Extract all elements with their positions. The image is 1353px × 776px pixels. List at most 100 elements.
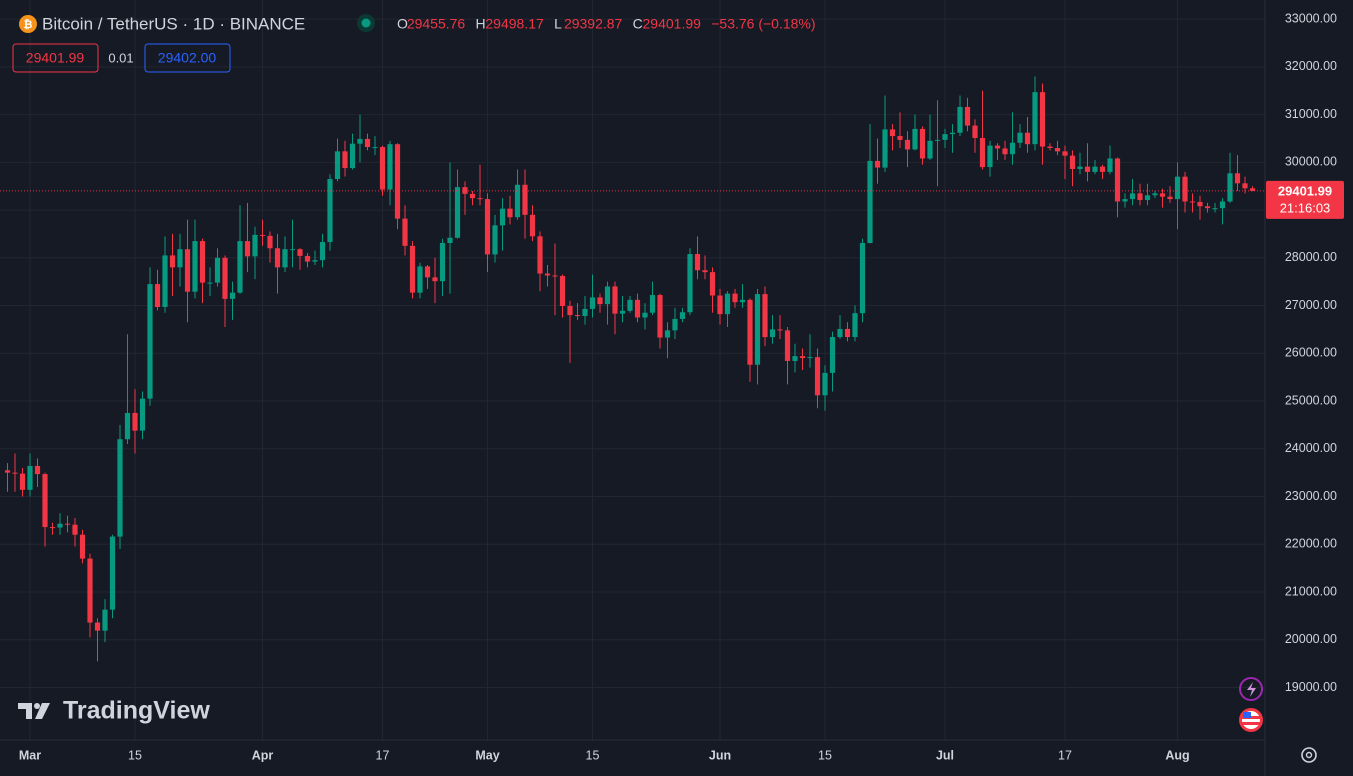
candle-body [604, 286, 611, 305]
candle-body [394, 144, 401, 219]
candle-body [799, 356, 806, 359]
candle-body [469, 193, 476, 199]
candle-body [1084, 166, 1091, 172]
candle-body [139, 398, 146, 431]
x-tick-label: Apr [252, 748, 274, 762]
candle-body [1009, 142, 1016, 155]
candle-body [417, 266, 423, 293]
candle-body [1219, 201, 1226, 209]
candle-body [132, 412, 138, 431]
candle-body [514, 184, 521, 218]
ohlc-key: O [397, 16, 408, 32]
candle-body [199, 241, 206, 283]
candle-body [1197, 201, 1203, 207]
candle-body [1069, 155, 1076, 170]
candle-body [1099, 166, 1106, 172]
candle-body [559, 275, 566, 307]
candle-body [312, 260, 318, 262]
candle-body [612, 286, 618, 314]
brand-logo: TradingView [18, 697, 210, 725]
candle-body [822, 372, 828, 396]
candle-body [574, 315, 581, 317]
ask-price: 29402.00 [158, 50, 217, 66]
candle-body [544, 273, 551, 276]
grid [0, 0, 1265, 740]
last-price-label: 29401.99 [1278, 183, 1332, 198]
coin-icon [19, 15, 37, 33]
x-tick-label: Jun [709, 748, 731, 762]
x-tick-label: Mar [19, 748, 41, 762]
spread: 0.01 [108, 50, 133, 65]
candle-body [529, 214, 536, 237]
ohlc-value: 29498.17 [485, 16, 544, 32]
candle-body [267, 235, 273, 249]
candle-body [1077, 166, 1083, 170]
candle-body [724, 293, 731, 315]
candle-body [409, 245, 416, 293]
candle-body [844, 328, 851, 338]
candle-body [1114, 158, 1121, 202]
settings-hub [1305, 751, 1313, 759]
candle-body [252, 234, 258, 257]
candles [4, 76, 1256, 662]
candle-body [1024, 132, 1031, 145]
candle-body [57, 523, 63, 528]
candle-body [282, 249, 288, 268]
candle-body [34, 465, 41, 475]
candle-body [79, 534, 86, 559]
ohlc-key: C [633, 16, 643, 32]
candle-body [889, 129, 896, 137]
y-tick-label: 31000.00 [1285, 107, 1337, 121]
settings-icon[interactable] [1301, 747, 1317, 763]
candle-body [192, 241, 198, 292]
candle-body [1092, 166, 1098, 172]
candle-body [334, 151, 341, 180]
candle-body [829, 337, 836, 373]
candle-body [897, 136, 903, 140]
candle-body [679, 312, 686, 319]
candle-body [447, 237, 453, 244]
y-tick-label: 28000.00 [1285, 250, 1337, 264]
candle-body [1174, 176, 1181, 200]
flag-canton [1243, 712, 1251, 718]
ohlc-key: L [554, 16, 562, 32]
y-tick-label: 25000.00 [1285, 393, 1337, 407]
candle-body [912, 128, 918, 150]
candle-body [1062, 151, 1068, 156]
x-tick-label: Aug [1165, 748, 1189, 762]
bid-price: 29401.99 [26, 50, 85, 66]
candle-body [304, 255, 311, 262]
alert-bolt [1247, 682, 1256, 697]
countdown-label: 21:16:03 [1280, 200, 1331, 215]
candle-body [709, 272, 716, 296]
candle-body [747, 299, 753, 365]
candle-body [169, 255, 176, 268]
candle-body [522, 184, 528, 215]
candle-body [1182, 176, 1188, 202]
change-value: −53.76 (−0.18%) [711, 16, 815, 32]
candle-body [72, 524, 78, 535]
last-price-tag [1266, 180, 1344, 219]
alert-icon[interactable] [1239, 677, 1263, 701]
candle-body [207, 282, 213, 284]
candle-body [289, 249, 296, 251]
candle-body [319, 242, 326, 261]
bid-box[interactable] [12, 43, 99, 73]
y-tick-label: 21000.00 [1285, 584, 1337, 598]
candle-body [19, 473, 26, 490]
candle-body [852, 313, 858, 338]
ohlc-value: 29455.76 [407, 16, 466, 32]
candle-body [919, 128, 926, 159]
candle-body [154, 284, 161, 307]
candle-body [297, 249, 303, 256]
candle-body [162, 255, 168, 307]
candle-body [229, 292, 236, 299]
candle-body [64, 523, 71, 525]
candle-body [49, 527, 56, 529]
candle-body [979, 137, 986, 168]
candle-body [627, 299, 633, 311]
ask-box[interactable] [144, 43, 231, 73]
